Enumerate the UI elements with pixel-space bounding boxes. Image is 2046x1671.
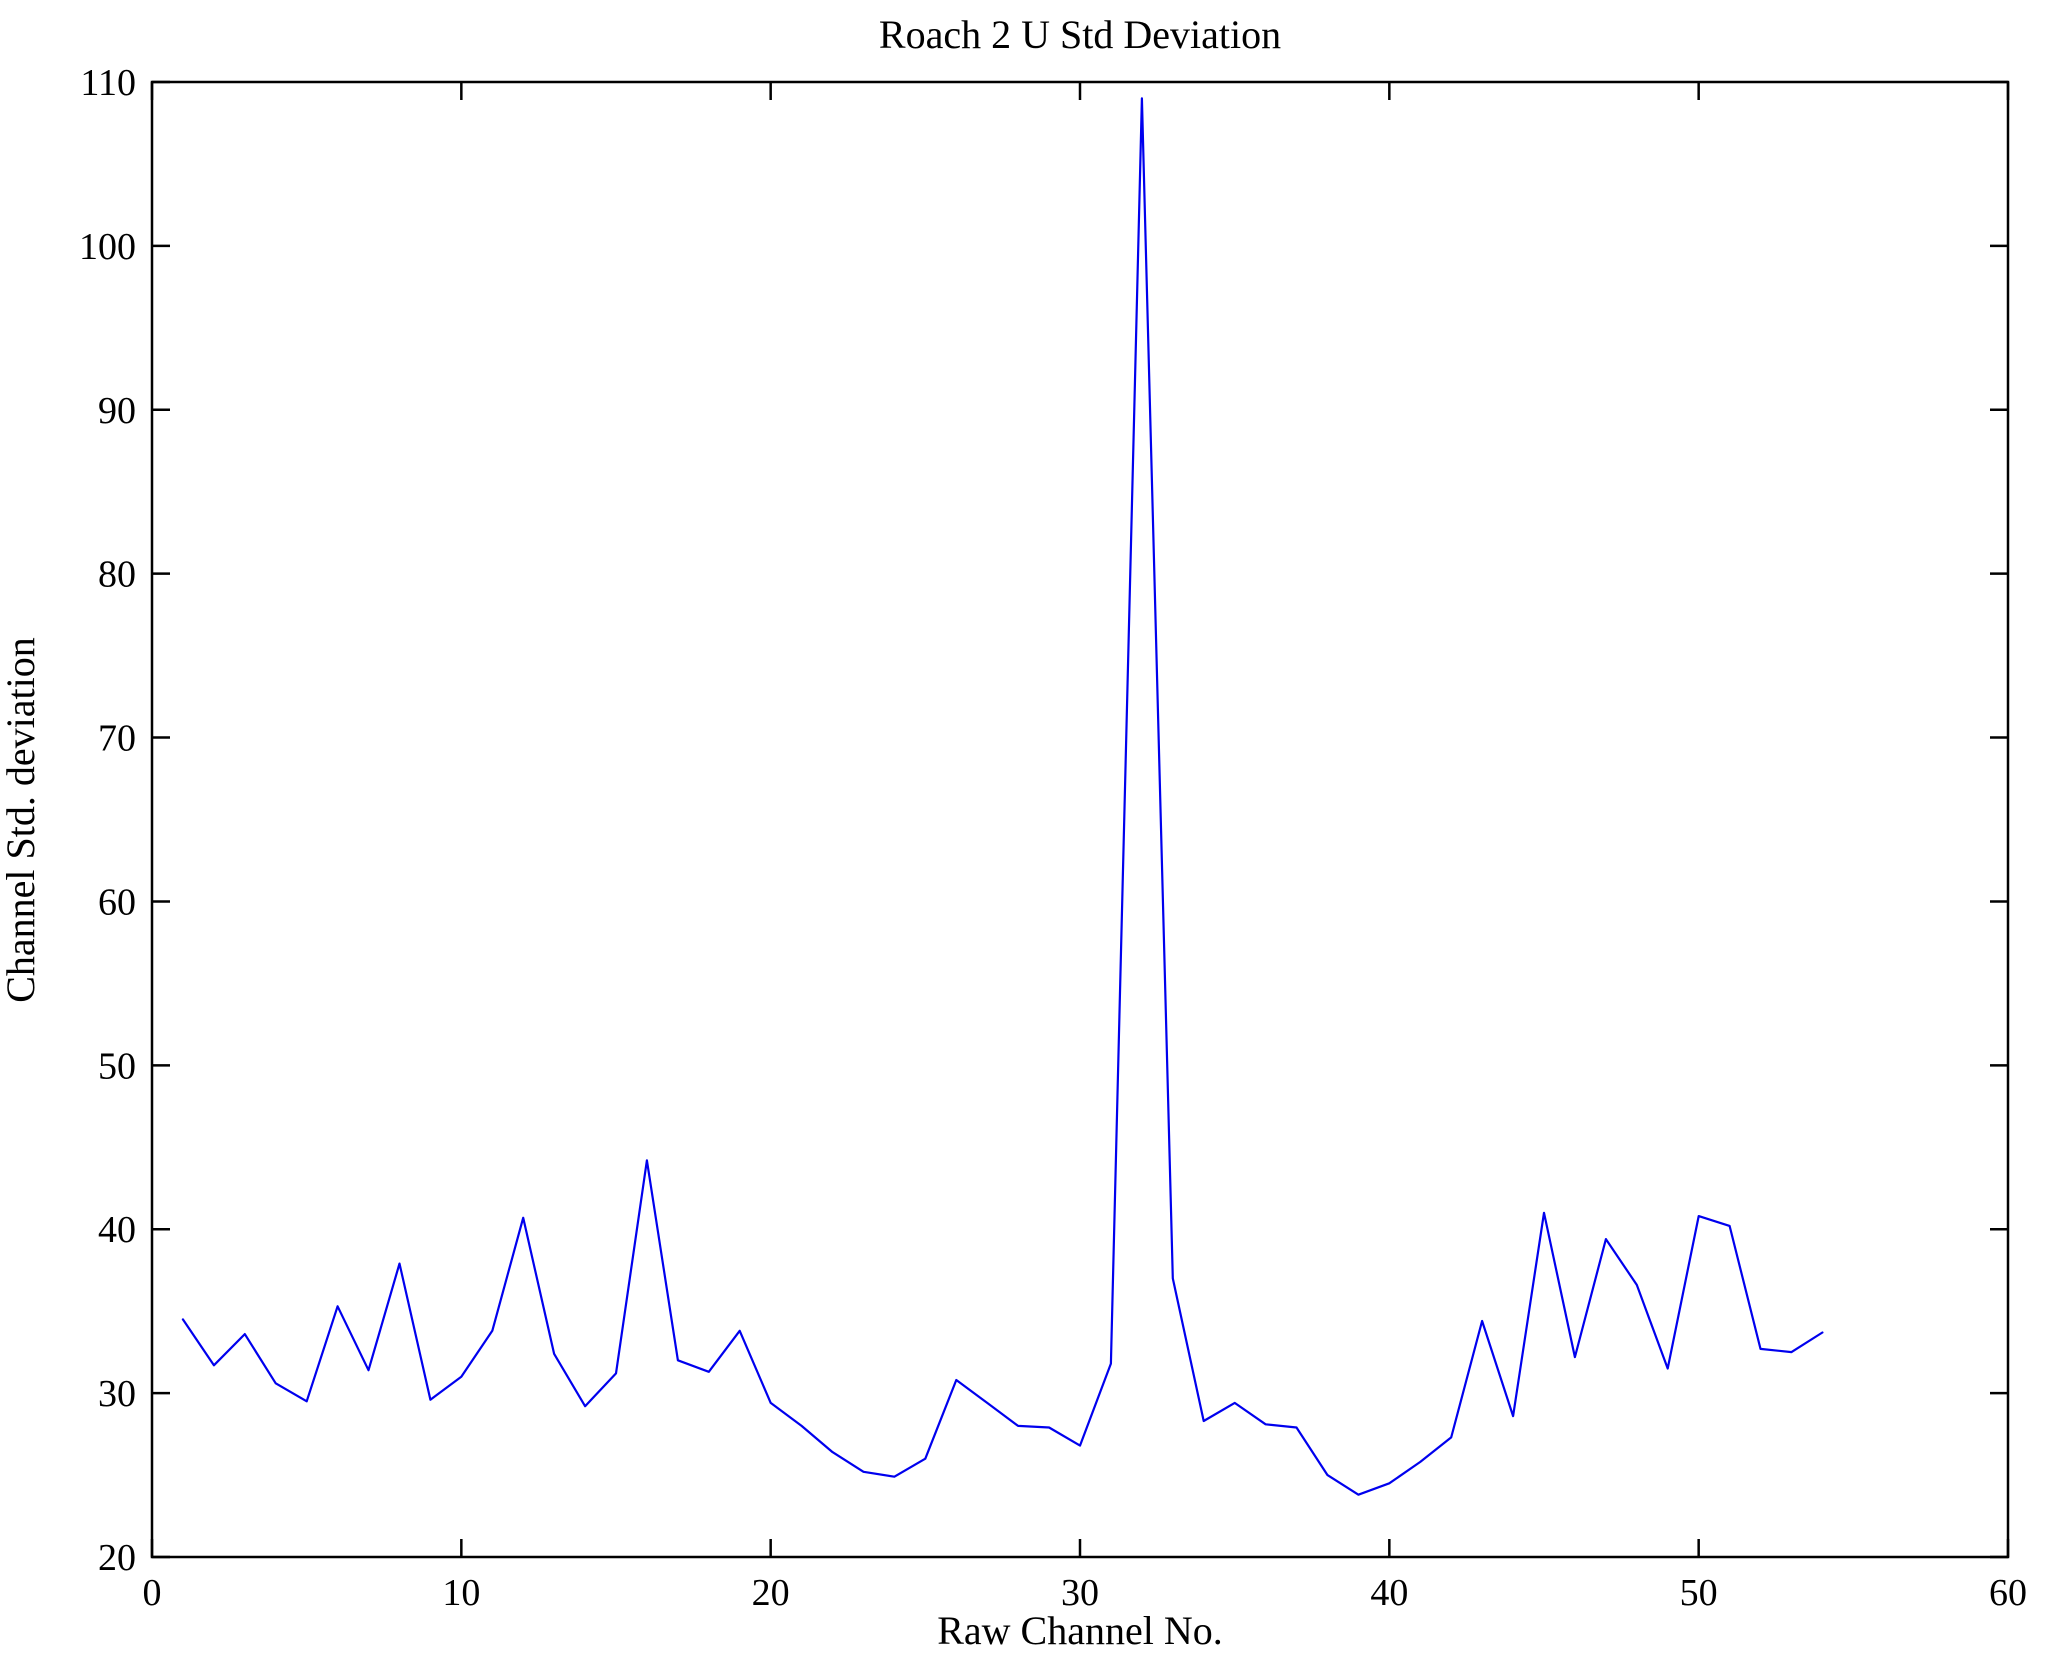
y-tick-label: 20	[98, 1537, 136, 1579]
chart-title: Roach 2 U Std Deviation	[879, 12, 1281, 57]
y-axis-label: Channel Std. deviation	[0, 637, 43, 1003]
x-tick-label: 30	[1061, 1572, 1099, 1614]
y-tick-label: 110	[80, 62, 136, 104]
y-tick-label: 90	[98, 390, 136, 432]
y-tick-label: 60	[98, 881, 136, 923]
y-tick-label: 40	[98, 1209, 136, 1251]
x-tick-label: 60	[1989, 1572, 2027, 1614]
plot-area: 0 10 20 30 40 50 60 20 30 40 50 60 70 80 90 100 110	[79, 62, 2027, 1614]
y-tick-label: 70	[98, 718, 136, 760]
y-tick-label: 30	[98, 1373, 136, 1415]
x-tick-label: 0	[143, 1572, 162, 1614]
x-tick-label: 50	[1680, 1572, 1718, 1614]
x-tick-label: 40	[1370, 1572, 1408, 1614]
y-tick-label: 80	[98, 554, 136, 596]
x-tick-label: 10	[442, 1572, 480, 1614]
data-line	[181, 97, 1824, 1496]
y-tick-label: 100	[79, 226, 136, 268]
axes-box	[150, 80, 2010, 1559]
y-tick-label: 50	[98, 1045, 136, 1087]
x-tick-label: 20	[752, 1572, 790, 1614]
x-axis-label: Raw Channel No.	[937, 1608, 1223, 1653]
